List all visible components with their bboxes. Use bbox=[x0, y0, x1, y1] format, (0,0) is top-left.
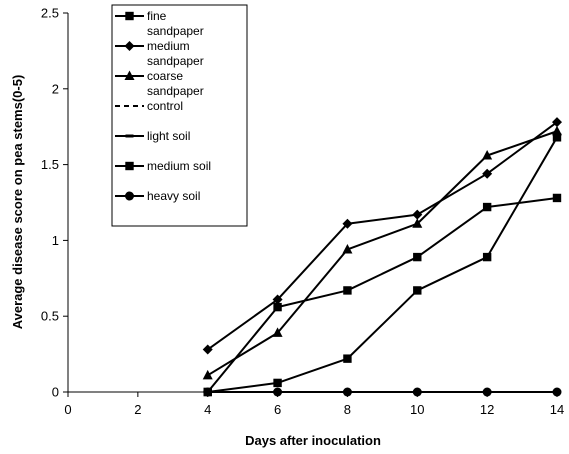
legend: finesandpapermediumsandpapercoarsesandpa… bbox=[111, 4, 248, 227]
series-line bbox=[206, 196, 558, 393]
data-point bbox=[203, 387, 213, 397]
plot-area: 0 0.5 1 1.5 2 2.5 0 2 4 6 8 10 12 14 bbox=[41, 6, 564, 418]
x-axis-title: Days after inoculation bbox=[245, 433, 381, 448]
data-point bbox=[412, 209, 423, 220]
x-tick-label: 4 bbox=[204, 402, 211, 417]
legend-label: heavy soil bbox=[147, 189, 200, 203]
data-point bbox=[202, 369, 213, 380]
legend-marker bbox=[125, 134, 134, 138]
y-tick-label: 0 bbox=[52, 385, 59, 400]
legend-item: light soil bbox=[115, 129, 190, 143]
data-point bbox=[412, 218, 423, 228]
y-tick-label: 2.5 bbox=[41, 6, 59, 21]
y-tick-label: 1 bbox=[52, 233, 59, 248]
legend-marker bbox=[125, 191, 134, 201]
legend-label: medium bbox=[147, 39, 190, 53]
legend-item: control bbox=[115, 99, 183, 113]
data-point bbox=[412, 387, 422, 397]
data-point bbox=[272, 294, 283, 305]
y-tick-label: 2 bbox=[52, 81, 59, 96]
legend-marker bbox=[124, 41, 135, 51]
data-point bbox=[482, 202, 492, 212]
legend-label: sandpaper bbox=[147, 24, 204, 38]
series-coarse-sandpaper bbox=[202, 125, 562, 380]
data-point bbox=[552, 133, 562, 142]
legend-item: heavy soil bbox=[115, 189, 200, 203]
data-point bbox=[482, 168, 493, 179]
legend-label: medium soil bbox=[147, 159, 211, 173]
series-layer bbox=[202, 117, 562, 397]
series-line bbox=[207, 136, 558, 393]
data-point bbox=[273, 378, 282, 388]
x-tick-label: 0 bbox=[64, 402, 71, 417]
data-point bbox=[342, 243, 353, 254]
data-point bbox=[482, 252, 492, 262]
x-tick-label: 12 bbox=[480, 402, 494, 417]
data-point bbox=[342, 218, 353, 229]
series-line bbox=[207, 121, 558, 351]
data-point bbox=[413, 252, 422, 262]
x-tick-label: 14 bbox=[550, 402, 564, 417]
x-tick-label: 10 bbox=[410, 402, 424, 417]
data-point bbox=[273, 302, 282, 312]
legend-marker bbox=[124, 70, 135, 80]
data-point bbox=[343, 286, 352, 295]
legend-marker bbox=[125, 11, 134, 21]
data-point bbox=[343, 354, 352, 363]
data-point bbox=[552, 387, 562, 397]
x-tick-label: 2 bbox=[134, 402, 141, 417]
y-axis-title: Average disease score on pea stems(0-5) bbox=[10, 75, 25, 330]
series-heavy-soil bbox=[203, 387, 562, 397]
data-point bbox=[482, 150, 493, 160]
legend-marker bbox=[125, 161, 134, 171]
data-point bbox=[273, 387, 283, 397]
data-point bbox=[342, 387, 352, 397]
x-tick-label: 8 bbox=[344, 402, 351, 417]
data-point bbox=[482, 387, 492, 397]
y-tick-label: 0.5 bbox=[41, 309, 59, 324]
legend-label: coarse bbox=[147, 69, 183, 83]
data-point bbox=[552, 125, 562, 136]
legend-label: sandpaper bbox=[147, 54, 204, 68]
legend-item: medium soil bbox=[115, 159, 211, 173]
legend-label: light soil bbox=[147, 129, 190, 143]
data-point bbox=[552, 117, 562, 128]
data-point bbox=[202, 344, 213, 355]
data-point bbox=[552, 193, 562, 203]
data-point bbox=[413, 286, 422, 295]
legend-label: control bbox=[147, 99, 183, 113]
legend-box bbox=[111, 4, 248, 227]
legend-label: sandpaper bbox=[147, 84, 204, 98]
y-tick-label: 1.5 bbox=[41, 157, 59, 172]
series-medium-sandpaper bbox=[202, 117, 562, 355]
x-tick-label: 6 bbox=[274, 402, 281, 417]
series-line bbox=[207, 130, 558, 377]
legend-label: fine bbox=[147, 9, 167, 23]
data-point bbox=[272, 327, 283, 337]
